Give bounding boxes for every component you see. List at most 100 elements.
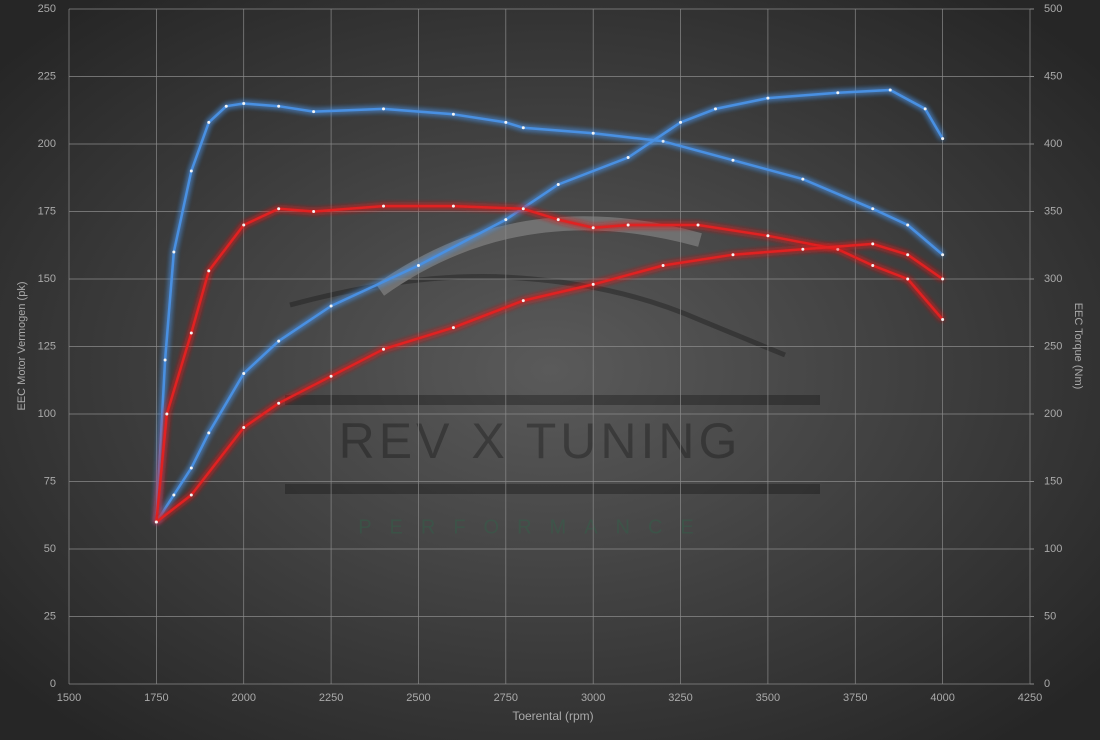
data-point [836, 91, 840, 95]
data-point [923, 107, 927, 111]
y-tick-label: 50 [44, 543, 56, 555]
series-line [155, 102, 944, 523]
y2-tick-label: 300 [1044, 273, 1062, 285]
data-point [731, 253, 735, 257]
data-point [277, 104, 281, 108]
data-point [277, 339, 281, 343]
y-tick-label: 25 [44, 610, 56, 622]
data-point [172, 250, 176, 254]
data-point [504, 120, 508, 124]
x-tick-label: 4250 [1018, 692, 1042, 704]
data-point [731, 158, 735, 162]
x-axis-label: Toerental (rpm) [512, 709, 593, 723]
y2-tick-label: 150 [1044, 475, 1062, 487]
data-point [941, 318, 945, 321]
data-point [836, 247, 840, 251]
data-point [451, 326, 455, 330]
y-tick-label: 100 [38, 408, 56, 420]
x-tick-label: 2500 [406, 692, 430, 704]
y2-axis-label: EEC Torque (Nm) [1072, 303, 1084, 390]
data-point [906, 223, 910, 227]
x-tick-label: 2000 [231, 692, 255, 704]
data-point [941, 137, 945, 141]
y-tick-label: 0 [50, 678, 56, 690]
x-tick-label: 3000 [581, 692, 605, 704]
data-point [189, 331, 193, 335]
data-point [556, 183, 560, 186]
data-point [329, 374, 333, 378]
data-point [451, 204, 455, 208]
data-point [207, 120, 211, 124]
x-tick-label: 3750 [843, 692, 867, 704]
y-tick-label: 250 [38, 3, 56, 15]
data-point [207, 269, 211, 273]
data-point [277, 401, 281, 405]
data-point [242, 372, 246, 375]
data-point [871, 242, 875, 246]
data-point [451, 112, 455, 116]
x-tick-label: 1750 [144, 692, 168, 704]
y2-tick-label: 200 [1044, 408, 1062, 420]
data-point [906, 277, 910, 281]
data-point [906, 253, 910, 257]
data-point [207, 431, 211, 435]
data-point [189, 466, 193, 470]
data-point [242, 102, 246, 105]
data-point [888, 88, 892, 92]
data-point [626, 156, 630, 159]
y2-tick-label: 50 [1044, 610, 1056, 622]
data-point [871, 264, 875, 267]
y-axis-label: EEC Motor Vermogen (pk) [16, 282, 28, 411]
y2-tick-label: 100 [1044, 543, 1062, 555]
watermark-subtext: PERFORMANCE [358, 516, 712, 538]
y-tick-label: 200 [38, 138, 56, 150]
watermark-car [289, 274, 786, 358]
data-point [871, 207, 875, 211]
data-point [696, 223, 700, 227]
data-point [382, 107, 386, 111]
data-point [801, 177, 805, 181]
data-point [242, 223, 246, 227]
y-tick-label: 175 [38, 205, 56, 217]
data-point [312, 110, 316, 114]
y2-tick-label: 350 [1044, 205, 1062, 217]
y2-tick-label: 0 [1044, 678, 1050, 690]
data-point [591, 282, 595, 286]
data-point [941, 277, 945, 281]
data-point [679, 120, 683, 124]
data-point [766, 234, 770, 238]
x-tick-label: 4000 [930, 692, 954, 704]
x-tick-label: 3500 [756, 692, 780, 704]
data-point [556, 218, 560, 222]
data-point [713, 107, 717, 111]
data-point [504, 218, 508, 222]
x-tick-label: 2250 [319, 692, 343, 704]
data-point [172, 493, 176, 497]
series-line [155, 88, 944, 523]
data-point [416, 264, 420, 267]
data-point [801, 247, 805, 251]
x-tick-label: 2750 [494, 692, 518, 704]
data-point [591, 226, 595, 230]
data-point [242, 426, 246, 429]
watermark-bar [285, 395, 820, 405]
watermark-text: REV X TUNING [339, 413, 742, 469]
y-tick-label: 150 [38, 273, 56, 285]
y-tick-label: 225 [38, 70, 56, 82]
x-tick-label: 3250 [668, 692, 692, 704]
x-tick-label: 1500 [57, 692, 81, 704]
data-point [224, 104, 228, 108]
y2-tick-label: 250 [1044, 340, 1062, 352]
y-tick-label: 75 [44, 475, 56, 487]
data-point [521, 207, 525, 211]
data-point [661, 264, 665, 267]
data-point [154, 520, 158, 524]
y-tick-label: 125 [38, 340, 56, 352]
data-point [163, 358, 167, 362]
data-point [329, 304, 333, 308]
data-point [661, 139, 665, 143]
data-point [189, 493, 193, 497]
y2-tick-label: 500 [1044, 3, 1062, 15]
